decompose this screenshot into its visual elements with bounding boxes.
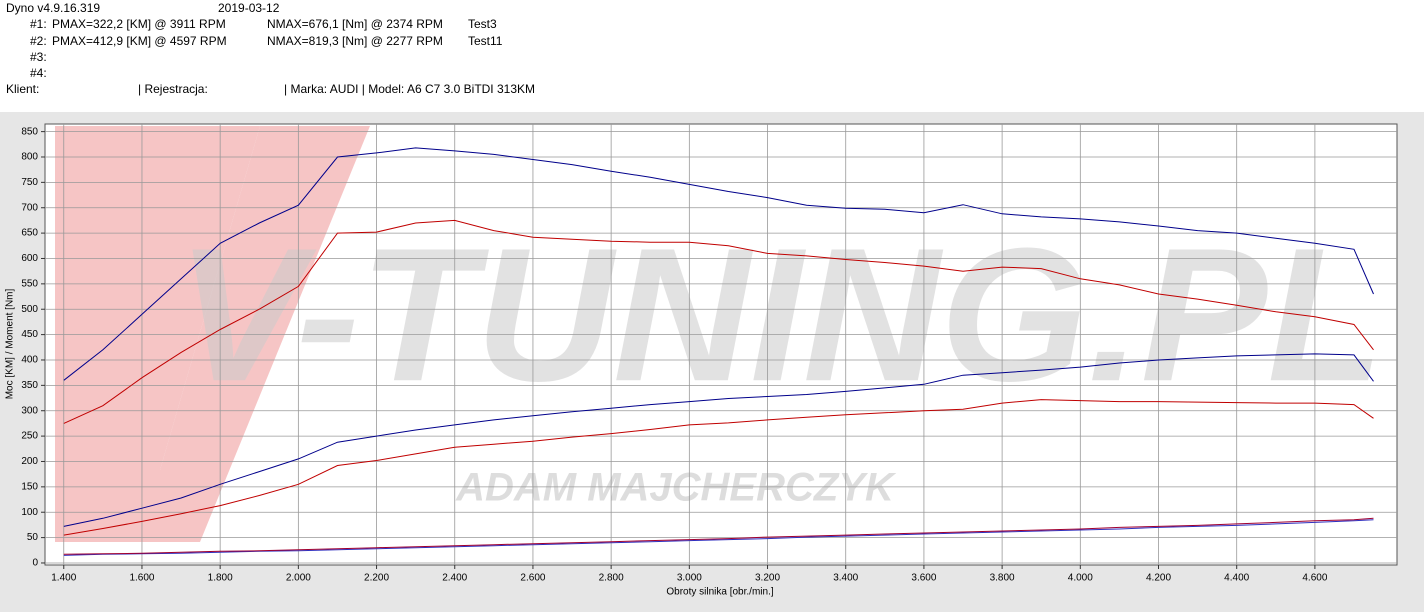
software-version: Dyno v4.9.16.319: [6, 1, 100, 15]
x-tick-label: 1.600: [129, 573, 154, 584]
y-tick-label: 200: [21, 456, 38, 467]
curve: [63, 147, 1374, 381]
y-tick-label: 700: [21, 202, 38, 213]
y-axis-label: Moc [KM] / Moment [Nm]: [5, 288, 16, 399]
x-tick-label: 4.000: [1068, 573, 1093, 584]
x-tick-label: 1.800: [208, 573, 233, 584]
watermark-name: ADAM MAJCHERCZYK: [455, 466, 897, 510]
y-tick-label: 50: [27, 532, 39, 543]
y-tick-label: 400: [21, 355, 38, 366]
y-tick-label: 300: [21, 405, 38, 416]
run-test: Test11: [468, 34, 503, 48]
y-tick-label: 500: [21, 304, 38, 315]
curve: [63, 517, 1374, 555]
registration-label: | Rejestracja:: [138, 82, 208, 96]
y-tick-label: 550: [21, 278, 38, 289]
x-tick-label: 3.000: [677, 573, 702, 584]
x-tick-label: 3.600: [911, 573, 936, 584]
run-id: #2:: [30, 34, 47, 48]
run-test: Test3: [468, 17, 497, 31]
x-tick-label: 4.600: [1302, 573, 1327, 584]
run-id: #4:: [30, 66, 47, 80]
y-tick-label: 450: [21, 329, 38, 340]
watermark: V-TUNING.PL ADAM MAJCHERCZYK: [55, 126, 1383, 542]
x-tick-label: 4.400: [1224, 573, 1249, 584]
run-pmax: PMAX=322,2 [KM] @ 3911 RPM: [52, 17, 226, 31]
y-tick-label: 750: [21, 177, 38, 188]
y-tick-label: 650: [21, 228, 38, 239]
x-tick-label: 2.400: [442, 573, 467, 584]
curve: [63, 353, 1374, 527]
x-tick-label: 3.800: [990, 573, 1015, 584]
vehicle-info: | Marka: AUDI | Model: A6 C7 3.0 BiTDI 3…: [284, 82, 535, 96]
x-axis-label: Obroty silnika [obr./min.]: [666, 587, 773, 598]
x-tick-label: 3.400: [833, 573, 858, 584]
test-date: 2019-03-12: [218, 1, 280, 15]
x-tick-label: 4.200: [1146, 573, 1171, 584]
y-tick-label: 250: [21, 431, 38, 442]
curve: [63, 219, 1374, 424]
run-id: #1:: [30, 17, 47, 31]
curve: [63, 519, 1374, 556]
x-tick-label: 2.800: [599, 573, 624, 584]
logo-shape: [55, 126, 160, 542]
watermark-logo: V-TUNING.PL: [177, 209, 1384, 421]
x-tick-label: 2.600: [520, 573, 545, 584]
run-pmax: PMAX=412,9 [KM] @ 4597 RPM: [52, 34, 227, 48]
y-tick-label: 100: [21, 507, 38, 518]
run-nmax: NMAX=676,1 [Nm] @ 2374 RPM: [267, 17, 443, 31]
run-nmax: NMAX=819,3 [Nm] @ 2277 RPM: [267, 34, 443, 48]
y-tick-label: 350: [21, 380, 38, 391]
y-tick-label: 150: [21, 481, 38, 492]
x-tick-label: 1.400: [51, 573, 76, 584]
run-id: #3:: [30, 50, 47, 64]
x-tick-label: 2.000: [286, 573, 311, 584]
y-tick-label: 600: [21, 253, 38, 264]
client-label: Klient:: [6, 82, 39, 96]
y-tick-label: 0: [32, 558, 38, 569]
y-tick-label: 850: [21, 126, 38, 137]
y-tick-label: 800: [21, 152, 38, 163]
x-tick-label: 2.200: [364, 573, 389, 584]
x-tick-label: 3.200: [755, 573, 780, 584]
logo-shape: [160, 126, 370, 542]
curve: [63, 399, 1374, 536]
